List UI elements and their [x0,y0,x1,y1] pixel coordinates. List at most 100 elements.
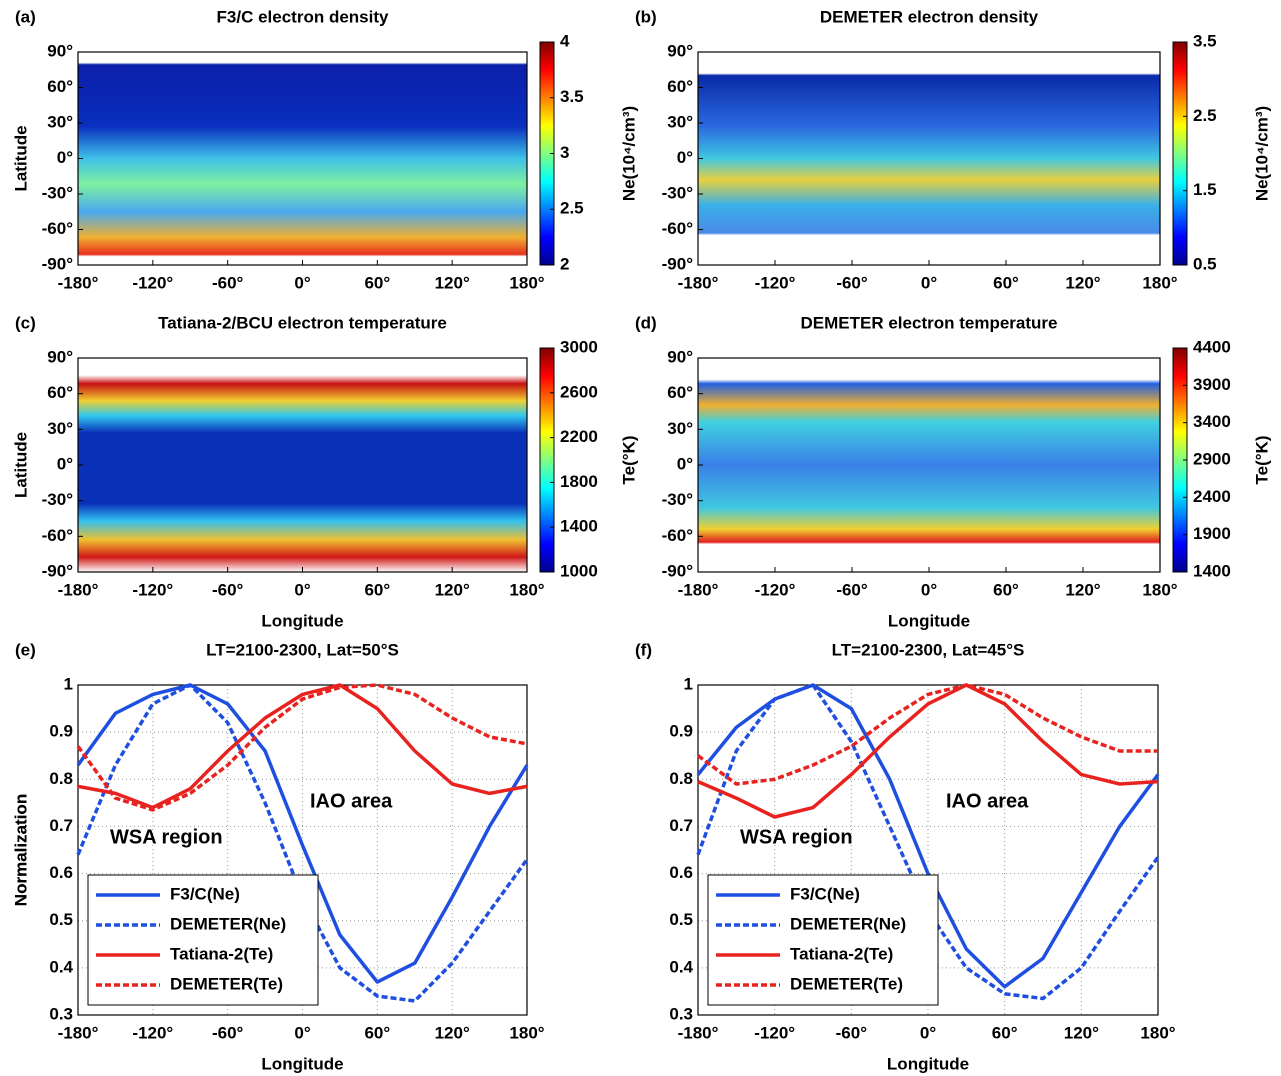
legend-label: DEMETER(Te) [790,974,903,993]
y-tick-label: 60° [667,383,693,402]
y-tick-label: 1 [684,674,693,693]
legend-label: F3/C(Ne) [790,884,860,903]
x-tick-label: -60° [212,580,244,599]
y-tick-label: 0.4 [669,957,693,976]
y-tick-label: -60° [662,526,694,545]
colorbar-tick-label: 2900 [1193,449,1231,468]
x-tick-label: 180° [509,273,544,292]
y-tick-label: 0.7 [49,816,73,835]
x-tick-label: -120° [132,580,173,599]
y-tick-label: 30° [667,419,693,438]
x-tick-label: 0° [294,1023,310,1042]
colorbar-tick-label: 4400 [1193,337,1231,356]
colorbar-tick-label: 3900 [1193,375,1231,394]
x-tick-label: 60° [364,580,390,599]
colorbar-tick-label: 3.5 [1193,31,1217,50]
plot-frame [77,51,528,266]
y-tick-label: 30° [667,112,693,131]
chart-title: Tatiana-2/BCU electron temperature [158,313,447,332]
y-tick-label: 0° [57,148,73,167]
plot-frame [697,51,1161,266]
colorbar-tick-label: 1900 [1193,524,1231,543]
x-axis-label: Longitude [261,611,343,630]
map-image [78,52,527,265]
x-tick-label: -60° [836,273,868,292]
colorbar-label: Ne(10⁴/cm³) [1252,106,1271,201]
x-tick-label: -120° [755,580,796,599]
x-tick-label: -180° [58,1023,99,1042]
x-tick-label: 0° [294,273,310,292]
panel-label: (e) [15,640,36,659]
colorbar-tick-label: 1400 [560,517,598,536]
x-tick-label: 180° [509,580,544,599]
y-axis-label: Latitude [11,432,30,498]
x-tick-label: 60° [364,273,390,292]
y-tick-label: 60° [47,77,73,96]
x-tick-label: -120° [132,1023,173,1042]
x-axis-label: Longitude [888,611,970,630]
x-tick-label: -120° [132,273,173,292]
colorbar-tick-label: 0.5 [1193,254,1217,273]
annotation: WSA region [110,826,223,848]
x-tick-label: -180° [58,580,99,599]
x-tick-label: 0° [920,1023,936,1042]
y-axis-label: Latitude [11,125,30,191]
x-tick-label: -180° [58,273,99,292]
x-tick-label: 180° [1140,1023,1175,1042]
colorbar-tick-label: 1000 [560,561,598,580]
x-tick-label: 60° [993,580,1019,599]
x-tick-label: 120° [435,273,470,292]
series-line [697,683,1159,819]
map-image [698,358,1160,572]
annotation: WSA region [740,826,853,848]
colorbar-label: Te(°K) [1252,436,1271,485]
y-tick-label: 90° [667,347,693,366]
x-tick-label: 0° [921,273,937,292]
y-tick-label: 0.6 [49,863,73,882]
x-tick-label: -120° [754,1023,795,1042]
y-tick-label: -90° [42,561,74,580]
legend-label: Tatiana-2(Te) [170,944,273,963]
x-tick-label: 180° [1142,273,1177,292]
y-tick-label: -90° [42,254,74,273]
x-tick-label: 120° [435,1023,470,1042]
y-tick-label: 0.4 [49,957,73,976]
x-axis-label: Longitude [261,1054,343,1073]
colorbar-tick-label: 2.5 [560,199,584,218]
x-tick-label: -60° [212,1023,244,1042]
chart-title: DEMETER electron temperature [801,313,1058,332]
colorbar-tick-label: 1.5 [1193,180,1217,199]
y-tick-label: -30° [42,490,74,509]
colorbar-tick-label: 2.5 [1193,106,1217,125]
y-tick-label: 0.8 [669,769,693,788]
legend-label: Tatiana-2(Te) [790,944,893,963]
x-tick-label: -60° [212,273,244,292]
colorbar-tick-label: 2200 [560,427,598,446]
y-tick-label: 1 [64,674,73,693]
legend-label: DEMETER(Ne) [170,914,286,933]
x-tick-label: 120° [1065,273,1100,292]
y-tick-label: 60° [667,77,693,96]
x-tick-label: 120° [435,580,470,599]
x-tick-label: -180° [678,273,719,292]
series-line [77,683,528,810]
legend-label: F3/C(Ne) [170,884,240,903]
x-tick-label: 120° [1065,580,1100,599]
plot-frame [77,684,528,1016]
x-tick-label: 0° [294,580,310,599]
x-tick-label: -180° [678,1023,719,1042]
colorbar-tick-label: 2600 [560,382,598,401]
y-tick-label: -30° [42,183,74,202]
x-tick-label: -60° [836,1023,868,1042]
x-tick-label: 60° [992,1023,1018,1042]
y-tick-label: 0.9 [49,722,73,741]
panel-label: (d) [635,313,657,332]
y-tick-label: 0.3 [669,1004,693,1023]
colorbar-tick-label: 2 [560,254,569,273]
y-tick-label: -60° [42,219,74,238]
colorbar [539,347,555,573]
y-tick-label: -60° [42,526,74,545]
colorbar-label: Te(°K) [619,436,638,485]
y-tick-label: 90° [47,347,73,366]
colorbar [1172,41,1188,266]
